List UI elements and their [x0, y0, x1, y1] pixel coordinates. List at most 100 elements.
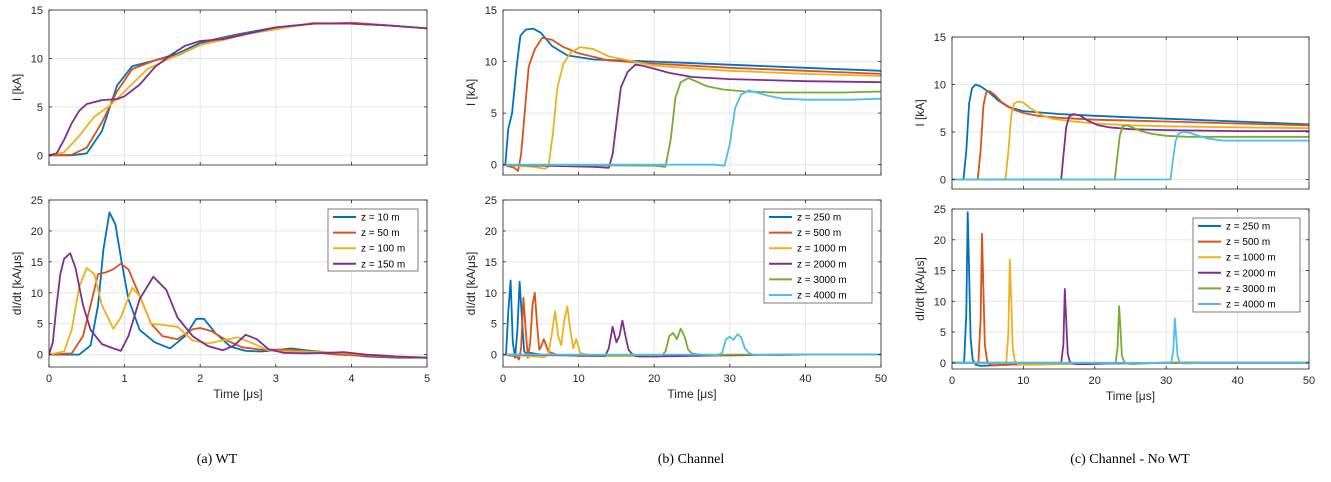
- legend-box: [327, 208, 419, 272]
- x-tick-label: 30: [724, 373, 736, 385]
- x-axis-label: Time [μs]: [667, 387, 716, 401]
- chart-panel-c-bottom: 0 10 20 30 40 50 0 5 10 15 20 25 dI/dt [kA/μs] Time […: [913, 204, 1315, 403]
- legend: z = 250 m z = 500 m z = 1000 m z = 2000 m z …: [1192, 217, 1301, 313]
- y-tick-label: 0: [37, 150, 43, 162]
- x-axis-label: Time [μs]: [1106, 389, 1155, 403]
- x-tick-label: 50: [875, 373, 887, 385]
- chart-panel-a-bottom: 0 1 2 3 4 5 0 5 10 15 20 25 dI/dt [kA/μs] Time [μs] z …: [10, 195, 430, 401]
- legend-entry: z = 100 m: [361, 244, 405, 255]
- y-axis-label: dI/dt [kA/μs]: [913, 257, 927, 321]
- y-tick-label: 10: [934, 296, 946, 308]
- legend-entry: z = 250 m: [1226, 222, 1270, 233]
- x-tick-label: 4: [348, 373, 354, 385]
- x-tick-label: 2: [197, 373, 203, 385]
- series-line-2: [503, 36, 881, 172]
- series-line-5: [503, 77, 881, 168]
- y-tick-label: 0: [940, 175, 946, 187]
- series-line-3: [503, 46, 881, 170]
- chart-panel-b-top: 0 5 10 15 I [kA]: [464, 5, 882, 176]
- series-line-2: [952, 90, 1309, 181]
- y-tick-label: 25: [934, 204, 946, 216]
- series-line-6: [952, 131, 1309, 181]
- legend-entry: z = 4000 m: [1226, 300, 1276, 311]
- legend-entry: z = 150 m: [361, 259, 405, 270]
- x-tick-label: 10: [572, 373, 584, 385]
- y-tick-label: 0: [491, 160, 497, 172]
- x-tick-label: 0: [500, 373, 506, 385]
- subfigure-caption: (a) WT: [197, 452, 238, 467]
- y-tick-label: 20: [31, 226, 43, 238]
- x-tick-label: 0: [46, 373, 52, 385]
- series-line-5: [503, 327, 881, 357]
- axes-box: [48, 9, 428, 166]
- series-line-1: [503, 27, 881, 166]
- y-tick-label: 5: [491, 108, 497, 120]
- y-tick-label: 5: [37, 102, 43, 114]
- x-tick-label: 20: [648, 373, 660, 385]
- x-tick-label: 5: [424, 373, 430, 385]
- series-line-6: [503, 333, 881, 357]
- y-tick-label: 20: [934, 235, 946, 247]
- legend-entry: z = 1000 m: [1226, 253, 1276, 264]
- chart-panel-b-bottom: 0 10 20 30 40 50 0 5 10 15 20 25 dI/dt [kA/μs] Time […: [464, 195, 887, 401]
- chart-panel-a-top: 0 5 10 15 I [kA]: [10, 5, 428, 166]
- y-tick-label: 20: [485, 226, 497, 238]
- legend-entry: z = 10 m: [361, 213, 400, 224]
- y-tick-label: 0: [37, 350, 43, 362]
- y-tick-label: 25: [485, 195, 497, 207]
- y-tick-label: 15: [31, 257, 43, 269]
- series-line-5: [952, 124, 1309, 181]
- x-tick-label: 40: [799, 373, 811, 385]
- plot-area: [49, 10, 427, 165]
- series-line-1: [952, 83, 1309, 181]
- series-line-4: [49, 252, 427, 359]
- y-tick-label: 15: [485, 5, 497, 17]
- plot-area: [952, 37, 1309, 189]
- subfigure-caption: (c) Channel - No WT: [1070, 452, 1190, 467]
- legend-entry: z = 500 m: [797, 228, 841, 239]
- x-axis-label: Time [μs]: [213, 387, 262, 401]
- y-axis-label: I [kA]: [464, 79, 478, 106]
- y-axis-label: dI/dt [kA/μs]: [464, 252, 478, 316]
- y-tick-label: 0: [491, 350, 497, 362]
- legend-entry: z = 3000 m: [1226, 284, 1276, 295]
- x-tick-label: 20: [1089, 375, 1101, 387]
- y-tick-label: 5: [37, 319, 43, 331]
- y-tick-label: 15: [31, 5, 43, 17]
- y-tick-label: 5: [491, 319, 497, 331]
- axes-box: [48, 199, 428, 368]
- legend-entry: z = 2000 m: [1226, 268, 1276, 279]
- y-tick-label: 0: [940, 358, 946, 370]
- legend-entry: z = 2000 m: [797, 259, 847, 270]
- y-axis-label: dI/dt [kA/μs]: [10, 252, 24, 316]
- y-tick-label: 5: [940, 327, 946, 339]
- x-tick-label: 50: [1303, 375, 1315, 387]
- axes-box: [502, 9, 882, 176]
- series-line-6: [952, 317, 1309, 365]
- legend-entry: z = 1000 m: [797, 244, 847, 255]
- y-tick-label: 10: [31, 288, 43, 300]
- legend-box: [1192, 217, 1301, 313]
- legend-entry: z = 250 m: [797, 213, 841, 224]
- axes-box: [502, 199, 882, 368]
- series-line-4: [503, 63, 881, 169]
- y-tick-label: 10: [485, 57, 497, 69]
- y-tick-label: 15: [934, 266, 946, 278]
- x-tick-label: 30: [1160, 375, 1172, 387]
- series-line-3: [952, 100, 1309, 181]
- series-line-4: [952, 113, 1309, 181]
- x-tick-label: 0: [949, 375, 955, 387]
- series-line-6: [503, 89, 881, 167]
- legend-entry: z = 3000 m: [797, 275, 847, 286]
- legend: z = 250 m z = 500 m z = 1000 m z = 2000 m z …: [763, 208, 873, 304]
- chart-panel-c-top: 0 5 10 15 I [kA]: [913, 32, 1310, 190]
- y-tick-label: 5: [940, 127, 946, 139]
- x-tick-label: 10: [1017, 375, 1029, 387]
- legend-entry: z = 500 m: [1226, 237, 1270, 248]
- y-tick-label: 10: [934, 80, 946, 92]
- y-tick-label: 25: [31, 195, 43, 207]
- series-line-3: [49, 267, 427, 359]
- legend-entry: z = 50 m: [361, 228, 400, 239]
- y-axis-label: I [kA]: [10, 74, 24, 101]
